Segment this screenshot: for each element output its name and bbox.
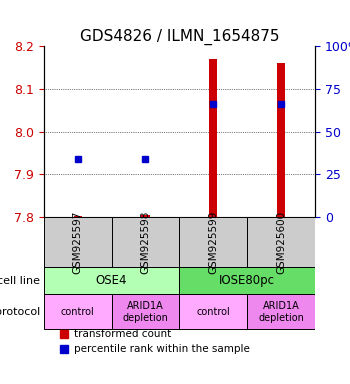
- Text: ARID1A
depletion: ARID1A depletion: [122, 301, 168, 323]
- FancyBboxPatch shape: [112, 295, 179, 329]
- Bar: [277, 63, 285, 217]
- Text: percentile rank within the sample: percentile rank within the sample: [74, 344, 250, 354]
- FancyBboxPatch shape: [112, 217, 179, 267]
- FancyBboxPatch shape: [44, 267, 179, 295]
- Text: control: control: [61, 307, 94, 317]
- FancyBboxPatch shape: [179, 217, 247, 267]
- FancyBboxPatch shape: [44, 217, 112, 267]
- Text: GSM925599: GSM925599: [208, 210, 218, 274]
- Text: ARID1A
depletion: ARID1A depletion: [258, 301, 304, 323]
- Text: transformed count: transformed count: [74, 329, 172, 339]
- FancyBboxPatch shape: [247, 295, 315, 329]
- Text: protocol: protocol: [0, 307, 40, 317]
- Text: OSE4: OSE4: [96, 274, 127, 287]
- Bar: [209, 59, 217, 217]
- FancyBboxPatch shape: [179, 295, 247, 329]
- Text: cell line: cell line: [0, 276, 40, 286]
- Bar: [141, 215, 149, 217]
- Text: IOSE80pc: IOSE80pc: [219, 274, 275, 287]
- FancyBboxPatch shape: [44, 295, 112, 329]
- FancyBboxPatch shape: [247, 217, 315, 267]
- Text: GSM925597: GSM925597: [73, 210, 83, 274]
- Text: control: control: [196, 307, 230, 317]
- Text: GSM925600: GSM925600: [276, 210, 286, 274]
- FancyBboxPatch shape: [179, 267, 315, 295]
- Title: GDS4826 / ILMN_1654875: GDS4826 / ILMN_1654875: [80, 28, 279, 45]
- Text: GSM925598: GSM925598: [140, 210, 150, 274]
